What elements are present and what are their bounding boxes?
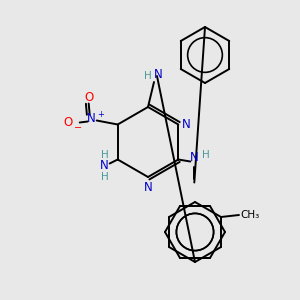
Text: H: H [144,71,152,81]
Text: N: N [190,151,199,164]
Text: H: H [101,172,109,182]
Text: H: H [202,149,210,160]
Text: N: N [154,68,163,81]
Text: +: + [97,110,104,119]
Text: H: H [101,151,109,160]
Text: N: N [182,118,191,131]
Text: O: O [63,116,73,129]
Text: CH₃: CH₃ [240,210,259,220]
Text: O: O [84,91,93,104]
Text: N: N [87,112,96,125]
Text: N: N [144,181,152,194]
Text: −: − [74,122,82,133]
Text: N: N [100,159,109,172]
